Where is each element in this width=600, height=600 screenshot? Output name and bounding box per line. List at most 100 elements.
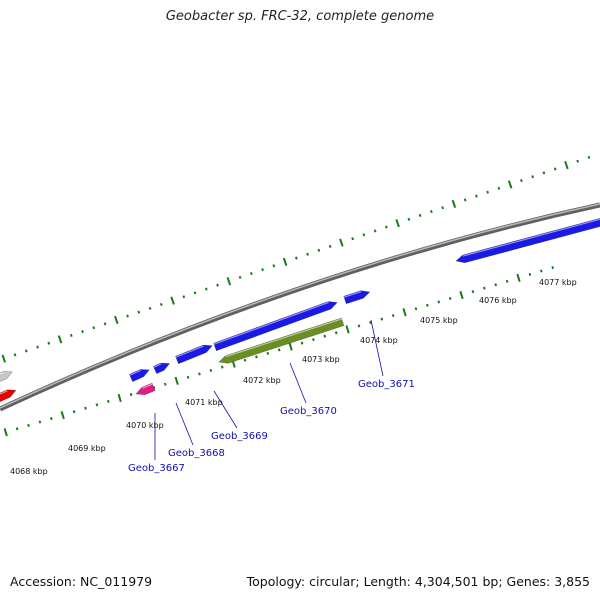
scale-tick: [385, 225, 388, 229]
leader-line: [289, 362, 307, 404]
gene-label-geob-3667[interactable]: Geob_3667: [128, 463, 185, 474]
scale-tick: [426, 303, 429, 307]
scale-tick: [72, 410, 76, 414]
gene-blue-6-body: [455, 217, 600, 264]
scale-tick: [238, 275, 242, 279]
leader-line: [213, 390, 238, 429]
genome-stats-text: Topology: circular; Length: 4,304,501 bp…: [246, 574, 590, 589]
scale-tick: [294, 256, 298, 260]
scale-tick: [159, 302, 163, 307]
kbp-label: 4069 kbp: [68, 444, 106, 453]
accession-text: Accession: NC_011979: [10, 574, 153, 589]
gene-red-highlight: [0, 390, 8, 398]
gene-label-geob-3668[interactable]: Geob_3668: [168, 448, 225, 459]
scale-tick: [418, 213, 422, 218]
scale-tick: [531, 175, 535, 179]
scale-tick: [288, 342, 293, 351]
gene-label-geob-3671[interactable]: Geob_3671: [358, 379, 415, 390]
scale-tick: [451, 199, 457, 208]
scale-tick: [542, 171, 546, 175]
scale-tick: [277, 348, 281, 352]
gene-geob-3670-highlight: [225, 318, 342, 358]
scale-tick: [261, 268, 264, 272]
scale-tick: [198, 372, 201, 376]
scale-tick: [255, 355, 258, 359]
scale-tick: [323, 334, 327, 338]
scale-tick: [13, 353, 17, 357]
gene-pink-body: [135, 382, 156, 396]
gene-label-geob-3670[interactable]: Geob_3670: [280, 406, 337, 417]
scale-tick: [226, 277, 232, 286]
kbp-label: 4074 kbp: [360, 336, 398, 345]
scale-tick: [528, 272, 532, 276]
scale-tick: [351, 237, 354, 241]
gene-features: [0, 217, 600, 405]
scale-tick: [220, 365, 224, 369]
scale-tick: [204, 287, 208, 291]
scale-tick: [553, 167, 557, 171]
scale-tick: [57, 335, 63, 344]
scale-tick: [209, 368, 213, 373]
scale-tick: [373, 229, 377, 233]
scale-tick: [328, 244, 332, 248]
gene-blue-5: [343, 290, 371, 305]
gene-labels[interactable]: Geob_3667 Geob_3668 Geob_3669 Geob_3670 …: [128, 379, 415, 474]
scale-tick: [117, 393, 122, 403]
gene-blue-1-body: [128, 369, 150, 383]
scale-tick: [163, 382, 167, 386]
gene-blue-1-highlight: [129, 369, 141, 376]
leader-line: [370, 319, 384, 377]
scale-tick: [1, 354, 7, 363]
kbp-label: 4073 kbp: [302, 355, 340, 364]
scale-tick: [402, 308, 407, 317]
gene-gray: [0, 371, 13, 385]
label-leader-lines: [154, 319, 384, 460]
scale-tick: [126, 314, 129, 318]
scale-tick: [3, 428, 8, 437]
map-title: Geobacter sp. FRC-32, complete genome: [165, 9, 435, 24]
gene-blue-5-highlight: [343, 291, 362, 298]
scale-tick: [300, 341, 304, 345]
scale-tick: [497, 186, 501, 190]
gene-blue-3: [175, 344, 213, 365]
scale-tick: [60, 410, 65, 420]
leader-line: [175, 402, 194, 446]
scale-tick: [114, 315, 119, 325]
scale-tick: [186, 375, 190, 379]
gene-blue-1: [128, 369, 150, 383]
gene-blue-2-highlight: [153, 363, 162, 368]
scale-tick: [243, 358, 247, 362]
scale-tick: [47, 341, 51, 345]
gene-blue-4-body: [213, 301, 338, 352]
scale-tick: [27, 423, 30, 427]
gene-label-geob-3669[interactable]: Geob_3669: [211, 431, 268, 442]
scale-tick: [516, 273, 521, 283]
gene-pink-highlight: [142, 383, 153, 389]
gene-blue-5-body: [343, 290, 371, 305]
scale-tick: [282, 257, 288, 267]
scale-tick: [505, 279, 509, 283]
gene-red-body: [0, 389, 17, 405]
scale-tick: [49, 417, 53, 421]
gene-blue-3-body: [175, 344, 213, 365]
scale-tick: [463, 198, 467, 202]
gene-blue-2: [152, 362, 171, 375]
scale-tick: [69, 333, 73, 338]
scale-tick: [539, 269, 543, 273]
gene-blue-6: [455, 217, 600, 264]
gene-geob-3670-body: [218, 317, 345, 364]
gene-blue-3-highlight: [175, 345, 204, 358]
scale-tick: [369, 320, 372, 325]
scale-tick: [437, 300, 441, 304]
gene-pink: [135, 382, 156, 396]
kbp-label: 4075 kbp: [420, 316, 458, 325]
scale-tick: [95, 403, 99, 407]
scale-tick: [92, 326, 96, 330]
scale-tick: [471, 290, 475, 294]
kbp-label: 4072 kbp: [243, 376, 281, 385]
scale-tick: [482, 286, 486, 290]
scale-tick: [475, 194, 478, 198]
scale-tick: [266, 351, 270, 355]
scale-tick: [380, 317, 384, 321]
